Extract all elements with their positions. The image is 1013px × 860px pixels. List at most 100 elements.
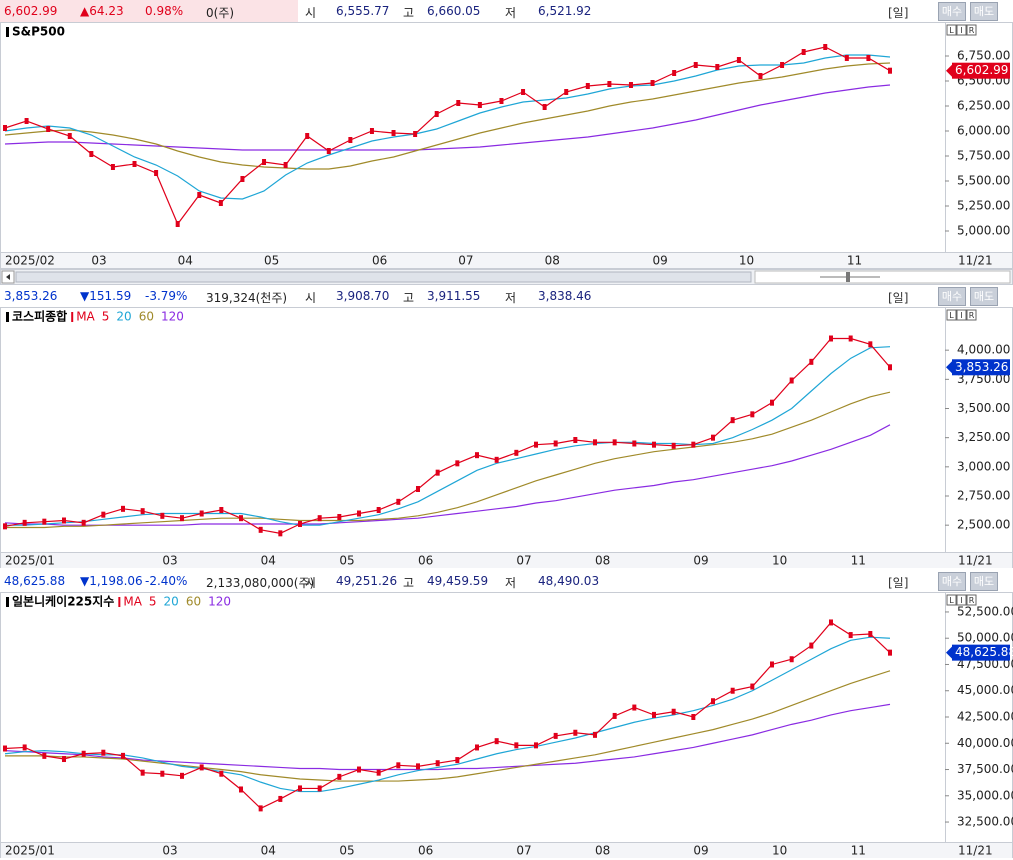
x-tick-label: 05 [339,554,354,568]
quote-high-label: 고 [403,576,415,590]
price-marker [262,159,267,165]
scale-button [956,24,967,36]
price-marker [22,519,27,526]
price-marker [337,773,342,780]
price-marker [416,763,420,770]
legend-title: MA [76,310,95,324]
y-tick-label: 35,000.00 [957,788,1013,802]
price-marker [514,449,519,456]
price-marker [283,162,288,168]
end-date-label: 11/21 [958,254,993,268]
quote-open: 49,251.26 [336,574,398,588]
sell-button[interactable]: 매도 [970,287,998,306]
price-marker [494,738,499,745]
price-marker [416,486,420,492]
price-marker [534,742,538,749]
price-marker [89,151,94,157]
price-marker [672,70,677,76]
quote-low-label: 저 [505,6,517,20]
price-marker [888,364,892,371]
x-tick-label: 09 [693,554,708,568]
buy-button[interactable]: 매수 [938,2,966,21]
quote-volume: 2,133,080,000(주) [206,576,315,590]
price-marker [770,399,774,406]
price-marker [455,757,460,764]
y-tick-label: 2,500.00 [957,518,1010,532]
series-line [4,84,891,151]
title-marker [6,597,9,607]
sell-button[interactable]: 매도 [970,572,998,591]
quote-open-label: 시 [305,291,317,305]
zoom-handle[interactable] [846,272,850,282]
y-tick-label: 2,750.00 [957,489,1010,503]
x-tick-label: 11 [847,254,862,268]
price-marker [121,752,125,759]
y-tick-label: 42,500.00 [957,710,1013,724]
plot-area [0,307,946,553]
price-marker [219,770,224,777]
price-marker [413,131,418,137]
x-tick-label: 03 [162,844,177,858]
price-marker [780,62,785,68]
quote-low: 3,838.46 [538,289,592,303]
y-tick-label: 5,750.00 [957,149,1010,163]
period-selector[interactable]: [일] [888,576,909,590]
chart-title: S&P500 [12,25,65,39]
price-marker [652,711,656,718]
price-marker [317,515,322,522]
price-marker [671,708,676,715]
period-selector[interactable]: [일] [888,6,909,20]
x-tick-label: 2025/02 [5,254,55,268]
price-marker [154,170,159,176]
y-tick-label: 3,750.00 [957,372,1010,386]
price-marker [435,760,440,767]
chart-panel: 48,625.88 ▼1,198.06 -2.40% 2,133,080,000(주)… [0,570,1013,858]
period-selector[interactable]: [일] [888,291,909,305]
price-marker [632,704,637,711]
price-marker [298,785,302,792]
price-marker [101,511,106,518]
series-line [5,670,891,782]
quote-bar: 6,602.99 ▲64.23 0.98% 0(주) 시 6,555.77 고 6,660.0… [0,0,1013,23]
price-marker [888,67,892,74]
series-line [4,54,891,200]
price-marker [691,441,696,448]
buy-button[interactable]: 매수 [938,572,966,591]
price-marker [81,519,86,526]
quote-pct: -3.79% [145,289,188,303]
price-marker [81,750,86,757]
scroll-thumb[interactable] [15,271,752,283]
quote-price: 6,602.99 [4,4,58,18]
scroll-controls[interactable] [754,270,1011,284]
price-marker [348,137,353,143]
buy-button[interactable]: 매수 [938,287,966,306]
x-tick-label: 04 [261,844,276,858]
legend-entry: 5 [149,595,157,609]
scale-button-label: I [960,596,962,605]
price-marker [573,729,578,736]
x-tick-label: 08 [545,254,560,268]
quote-open: 6,555.77 [336,4,390,18]
price-marker [337,514,342,520]
scale-button [966,24,977,36]
price-marker [652,441,656,448]
price-marker [750,411,755,418]
price-marker [612,439,617,446]
chart-panel: 3,853.26 ▼151.59 -3.79% 319,324(천주) 시 3,908.7… [0,285,1013,568]
legend-entry: 60 [139,310,154,324]
sell-button[interactable]: 매도 [970,2,998,21]
y-tick-label: 45,000.00 [957,683,1013,697]
end-date-label: 11/21 [958,554,993,568]
price-marker [770,661,774,668]
quote-price: 48,625.88 [4,574,66,588]
price-marker [691,714,696,720]
quote-volume: 0(주) [206,6,235,20]
scroll-left-icon [6,274,10,280]
price-chart: 2,500.00 2,750.00 3,000.00 3,250.00 3,500.00… [0,307,1013,568]
price-marker [632,440,637,447]
price-marker [218,200,223,206]
price-marker [239,786,243,793]
price-marker [715,64,720,70]
price-marker [175,221,180,227]
